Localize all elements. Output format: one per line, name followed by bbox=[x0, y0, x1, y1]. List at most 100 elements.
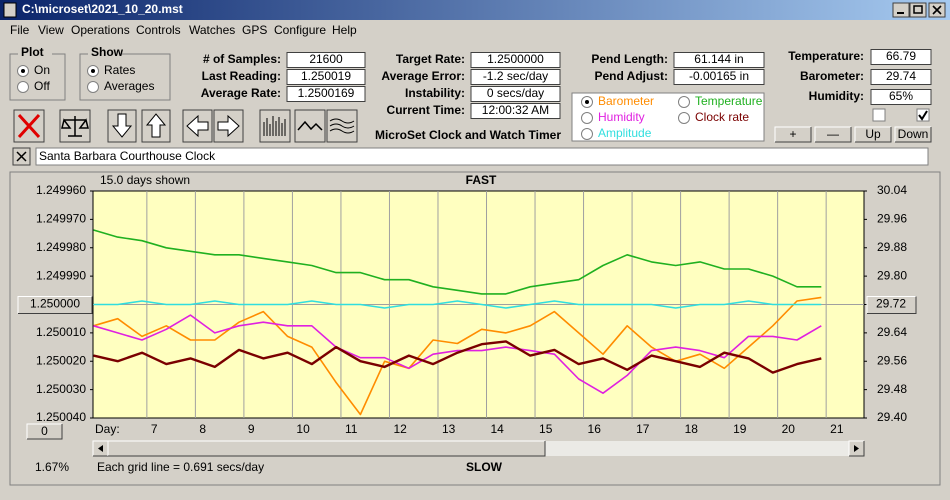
field-label: Last Reading: bbox=[202, 69, 281, 83]
y2-tick-label: 29.48 bbox=[877, 382, 907, 396]
menu-item[interactable]: View bbox=[38, 23, 64, 37]
radio-button[interactable] bbox=[678, 112, 690, 124]
field-box bbox=[470, 86, 561, 102]
field-value: -1.2 sec/day bbox=[483, 69, 548, 83]
radio-dot bbox=[585, 100, 589, 104]
env-button[interactable] bbox=[775, 127, 811, 142]
radio-button[interactable] bbox=[678, 96, 690, 108]
y-tick-label: 1.250030 bbox=[36, 382, 86, 396]
x-tick-label: 20 bbox=[782, 422, 796, 436]
x-tick-label: 17 bbox=[636, 422, 650, 436]
x-tick-label: 15 bbox=[539, 422, 553, 436]
clock-name: Santa Barbara Courthouse Clock bbox=[39, 149, 216, 163]
scroll-right-glyph bbox=[854, 445, 859, 452]
field-box bbox=[870, 49, 932, 65]
field-label: Average Error: bbox=[381, 69, 465, 83]
y-tick-label: 1.250020 bbox=[36, 353, 86, 367]
field-value: 29.74 bbox=[886, 69, 916, 83]
field-label: Average Rate: bbox=[201, 86, 281, 100]
menu-item[interactable]: Configure bbox=[274, 23, 326, 37]
title-bar bbox=[0, 0, 950, 20]
reference-button[interactable] bbox=[867, 296, 916, 314]
close-glyph bbox=[932, 5, 942, 15]
bevel-light bbox=[854, 126, 891, 142]
clock-name-field[interactable] bbox=[35, 147, 929, 166]
radio-button[interactable] bbox=[87, 81, 99, 93]
top-label: FAST bbox=[466, 173, 497, 187]
env-button-label: Down bbox=[898, 127, 929, 141]
field-value: 65% bbox=[889, 89, 913, 103]
radio-button[interactable] bbox=[17, 81, 29, 93]
series-line bbox=[93, 296, 822, 416]
bevel-light bbox=[107, 440, 545, 456]
legend-label[interactable]: Humidity bbox=[598, 110, 645, 124]
wave-icon bbox=[297, 120, 323, 131]
x-tick-label: 13 bbox=[442, 422, 456, 436]
series-line bbox=[93, 314, 822, 394]
offset-button[interactable] bbox=[27, 424, 62, 439]
menu-item[interactable]: File bbox=[10, 23, 30, 37]
x-tick-label: 10 bbox=[296, 422, 310, 436]
menu-item[interactable]: Controls bbox=[136, 23, 181, 37]
field-box bbox=[470, 103, 561, 119]
scroll-thumb[interactable] bbox=[108, 441, 545, 456]
field-label: Current Time: bbox=[387, 103, 465, 117]
y2-tick-label: 30.04 bbox=[877, 183, 907, 197]
check-mark bbox=[918, 110, 928, 121]
legend-label[interactable]: Barometer bbox=[598, 94, 654, 108]
field-box bbox=[870, 89, 932, 105]
waves-icon bbox=[329, 118, 355, 134]
reference-button[interactable] bbox=[18, 296, 92, 314]
clear-name-glyph bbox=[16, 151, 27, 162]
menu-item[interactable]: Operations bbox=[71, 23, 130, 37]
y2-tick-label: 29.56 bbox=[877, 353, 907, 367]
field-label: Pend Adjust: bbox=[594, 69, 668, 83]
legend-box bbox=[571, 92, 765, 142]
field-value: 0 secs/day bbox=[487, 86, 544, 100]
env-button[interactable] bbox=[855, 127, 891, 142]
menu-item[interactable]: Watches bbox=[189, 23, 235, 37]
wave-button[interactable] bbox=[294, 109, 326, 143]
field-value: 61.144 in bbox=[694, 52, 743, 66]
y2-tick-label: 29.96 bbox=[877, 212, 907, 226]
bevel-light bbox=[17, 296, 92, 314]
menu-item[interactable]: GPS bbox=[242, 23, 267, 37]
field-box bbox=[673, 52, 765, 68]
legend-label[interactable]: Temperature bbox=[695, 94, 763, 108]
radio-dot bbox=[91, 69, 95, 73]
radio-button[interactable] bbox=[581, 112, 593, 124]
bevel-dark bbox=[815, 127, 852, 143]
menu-item[interactable]: Help bbox=[332, 23, 357, 37]
checkbox[interactable] bbox=[872, 108, 886, 122]
app-icon bbox=[3, 2, 17, 18]
env-button[interactable] bbox=[815, 127, 851, 142]
y2-tick-label: 29.72 bbox=[876, 297, 906, 311]
window-controls[interactable] bbox=[892, 2, 946, 18]
grid-note: Each grid line = 0.691 secs/day bbox=[97, 460, 264, 474]
y-tick-label: 1.249960 bbox=[36, 183, 86, 197]
legend-label[interactable]: Clock rate bbox=[695, 110, 749, 124]
x-label: Day: bbox=[95, 422, 120, 436]
series-line bbox=[93, 229, 822, 295]
radio-button[interactable] bbox=[581, 128, 593, 140]
group-title-bg bbox=[18, 47, 52, 59]
y2-tick-label: 29.64 bbox=[877, 325, 907, 339]
field-label: Target Rate: bbox=[396, 52, 465, 66]
maximize-button[interactable] bbox=[909, 2, 927, 18]
right-icon bbox=[217, 114, 240, 138]
left-icon bbox=[186, 114, 209, 138]
minimize-button[interactable] bbox=[892, 2, 910, 18]
y-tick-label: 1.249970 bbox=[36, 212, 86, 226]
bars-icon bbox=[263, 116, 286, 136]
y-tick-label: 1.249990 bbox=[36, 268, 86, 282]
x-tick-label: 16 bbox=[588, 422, 602, 436]
waves-button[interactable] bbox=[326, 109, 358, 143]
bevel-dark bbox=[849, 441, 865, 457]
env-button-label: + bbox=[789, 127, 796, 141]
group-box bbox=[79, 53, 171, 101]
span-label: 15.0 days shown bbox=[100, 173, 190, 187]
env-button[interactable] bbox=[895, 127, 931, 142]
legend-label[interactable]: Amplitude bbox=[598, 126, 652, 140]
y2-tick-label: 29.80 bbox=[877, 268, 907, 282]
series-line bbox=[93, 340, 822, 374]
